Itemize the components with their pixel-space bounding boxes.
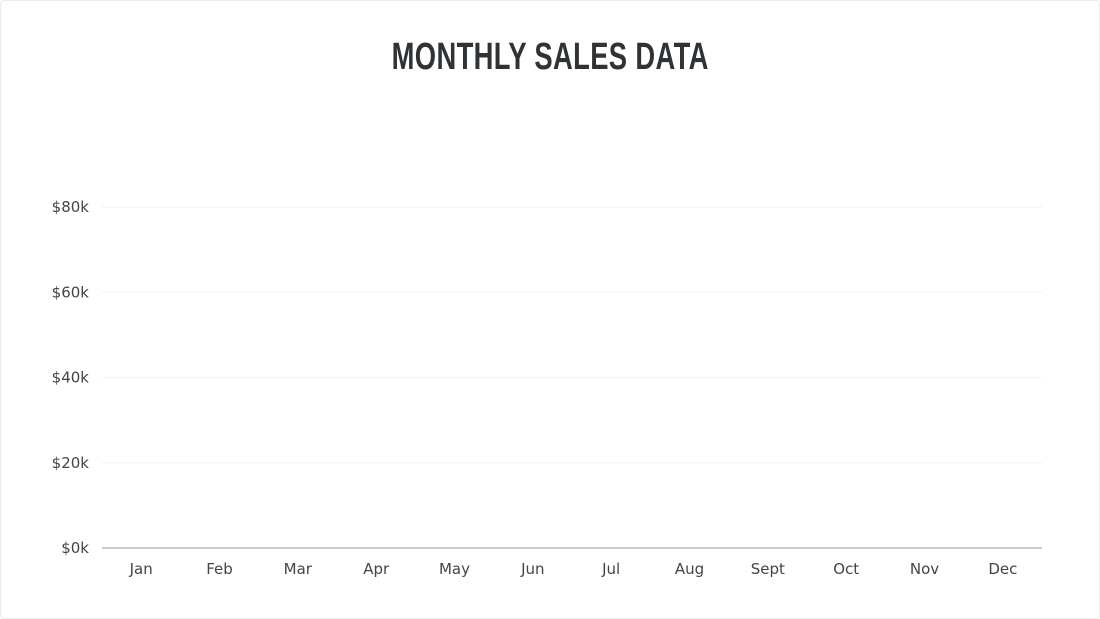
x-tick-label: Nov <box>910 560 939 578</box>
x-tick-label: Sept <box>751 560 785 578</box>
x-tick-label: Apr <box>363 560 390 578</box>
x-tick-label: Dec <box>988 560 1017 578</box>
y-tick-label: $20k <box>52 454 90 472</box>
chart-title: MONTHLY SALES DATA <box>0 36 1100 79</box>
x-tick-label: Jan <box>129 560 153 578</box>
x-tick-label: Oct <box>833 560 859 578</box>
y-tick-label: $60k <box>52 283 90 301</box>
x-tick-label: Feb <box>206 560 233 578</box>
y-tick-label: $80k <box>52 198 90 216</box>
x-tick-label: Jun <box>520 560 544 578</box>
x-tick-label: Mar <box>284 560 313 578</box>
chart-title-text: MONTHLY SALES DATA <box>391 36 709 78</box>
y-tick-label: $0k <box>61 539 89 557</box>
x-tick-label: May <box>439 560 470 578</box>
x-tick-label: Jul <box>601 560 620 578</box>
y-tick-label: $40k <box>52 369 90 387</box>
x-tick-label: Aug <box>675 560 704 578</box>
